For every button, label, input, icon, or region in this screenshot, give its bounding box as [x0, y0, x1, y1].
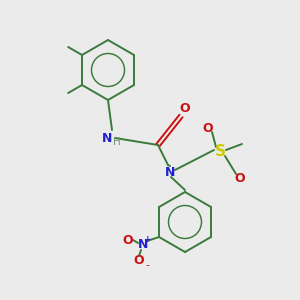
Text: -: -	[145, 260, 149, 270]
Text: H: H	[113, 137, 121, 147]
Text: S: S	[214, 145, 226, 160]
Text: +: +	[144, 235, 152, 244]
Text: N: N	[165, 166, 175, 178]
Text: O: O	[123, 233, 133, 247]
Text: N: N	[138, 238, 148, 251]
Text: N: N	[102, 131, 112, 145]
Text: O: O	[134, 254, 144, 268]
Text: O: O	[235, 172, 245, 184]
Text: O: O	[180, 101, 190, 115]
Text: O: O	[203, 122, 213, 134]
